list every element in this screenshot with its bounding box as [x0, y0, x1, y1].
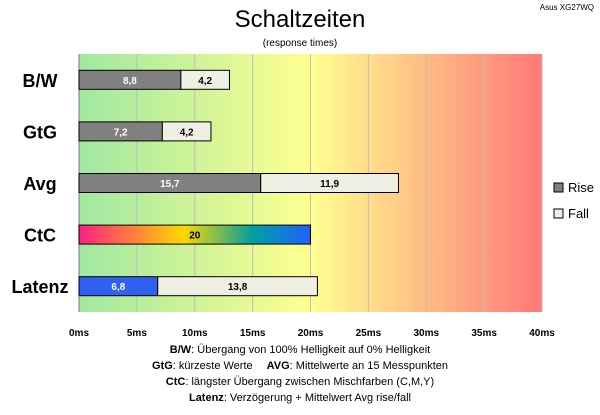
x-tick-labels: 0ms 5ms 10ms 15ms 20ms 25ms 30ms 35ms 40ms [69, 328, 555, 339]
chart-title: Schaltzeiten [235, 6, 366, 33]
category-label: Latenz [11, 277, 68, 297]
category-label: CtC [24, 226, 56, 246]
category-label: Avg [23, 174, 56, 194]
bar-fall [157, 276, 318, 297]
x-tick-label: 25ms [356, 328, 382, 339]
footnote-ctc-text: : längster Übergang zwischen Mischfarben… [185, 376, 434, 388]
footnote-avg-key: AVG [267, 360, 290, 372]
footnote-avg-text: : Mittelwerte an 15 Messpunkten [290, 360, 448, 372]
legend-swatch-fall [553, 208, 564, 219]
footnote-gtg-text: : kürzeste Werte [173, 360, 253, 372]
legend-label-fall: Fall [568, 206, 589, 221]
category-label: GtG [23, 122, 57, 142]
footnote-bw-key: B/W [170, 344, 192, 356]
value-label-latenz: 6,8 [111, 282, 125, 293]
bar-fall [180, 69, 230, 90]
value-label-rise: 15,7 [160, 179, 180, 190]
footnote-gtg-avg: GtG: kürzeste Werte AVG: Mittelwerte an 1… [152, 360, 448, 372]
value-label-rise: 7,2 [114, 127, 128, 138]
x-tick-label: 15ms [240, 328, 266, 339]
x-tick-label: 5ms [127, 328, 147, 339]
x-tick-label: 20ms [298, 328, 324, 339]
value-label-fall: 4,2 [180, 127, 194, 138]
x-tick-label: 10ms [182, 328, 208, 339]
value-label-fall: 4,2 [198, 76, 212, 87]
value-label-rise: 8,8 [123, 76, 137, 87]
chart-subtitle: (response times) [263, 38, 337, 49]
footnote-latenz-key: Latenz [189, 392, 224, 404]
x-tick-label: 40ms [529, 328, 555, 339]
legend-label-rise: Rise [568, 180, 594, 195]
value-label-fall: 11,9 [320, 179, 339, 190]
footnote-latenz-text: : Verzögerung + Mittelwert Avg rise/fall [224, 392, 411, 404]
footnote-gtg-key: GtG [152, 360, 173, 372]
footnote-ctc-key: CtC [166, 376, 186, 388]
monitor-model: Asus XG27WQ [540, 3, 594, 12]
bar-ctc [78, 224, 311, 245]
x-tick-label: 35ms [471, 328, 497, 339]
footnote-latenz: Latenz: Verzögerung + Mittelwert Avg ris… [189, 392, 411, 404]
bar-fall [161, 121, 212, 142]
footnotes: B/W: Übergang von 100% Helligkeit auf 0%… [152, 344, 448, 404]
category-labels: B/W GtG Avg CtC Latenz [11, 71, 68, 297]
footnote-bw: B/W: Übergang von 100% Helligkeit auf 0%… [170, 344, 430, 356]
category-label: B/W [23, 71, 58, 91]
bars-group: 8,8 4,2 7,2 4,2 15,7 11,9 20 6,8 13,8 [78, 69, 399, 297]
x-tick-label: 0ms [69, 328, 89, 339]
bar-fall [260, 173, 399, 193]
legend: Rise Fall [553, 180, 594, 221]
value-label-fall: 13,8 [228, 282, 248, 293]
x-tick-label: 30ms [413, 328, 439, 339]
legend-swatch-rise [553, 182, 564, 193]
footnote-bw-text: : Übergang von 100% Helligkeit auf 0% He… [191, 344, 430, 356]
footnote-ctc: CtC: längster Übergang zwischen Mischfar… [166, 376, 434, 388]
value-label-ctc: 20 [189, 231, 201, 242]
